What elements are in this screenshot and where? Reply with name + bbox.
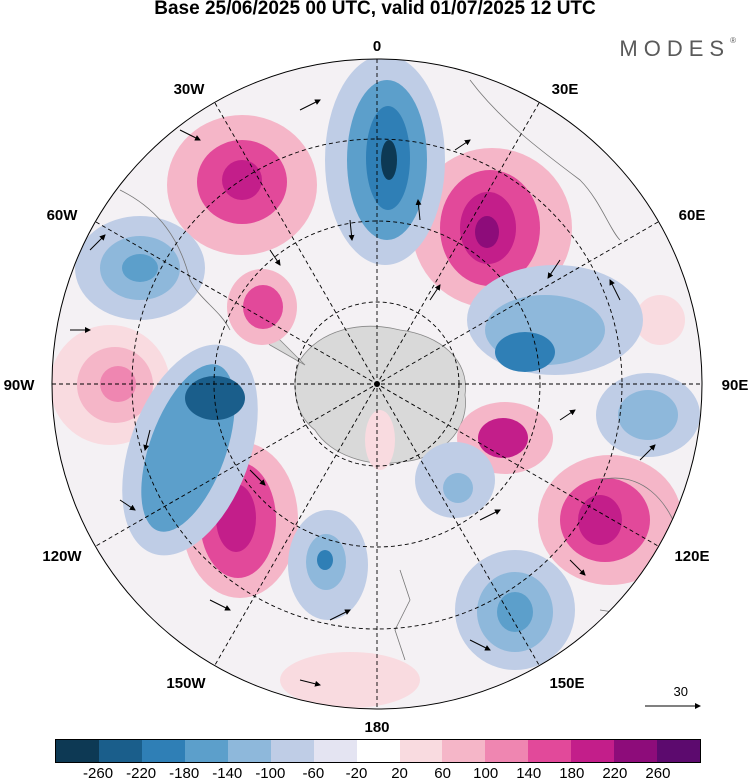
colorbar-tick-label: 60 bbox=[434, 765, 451, 782]
label-60e: 60E bbox=[679, 207, 706, 224]
colorbar-tick-label: -20 bbox=[345, 765, 368, 782]
colorbar-tick-label: 220 bbox=[602, 765, 628, 782]
colorbar-tick-label: -260 bbox=[83, 765, 114, 782]
colorbar-tick-label: 260 bbox=[645, 765, 671, 782]
brand-name: MODES bbox=[619, 36, 731, 61]
colorbar-tick-label: 180 bbox=[559, 765, 585, 782]
colorbar-swatch bbox=[657, 740, 701, 762]
colorbar-swatch bbox=[399, 740, 443, 762]
colorbar-tick-label: 140 bbox=[516, 765, 542, 782]
colorbar-swatch bbox=[98, 740, 142, 762]
label-150e: 150E bbox=[549, 675, 584, 692]
label-30w: 30W bbox=[174, 81, 206, 98]
colorbar-swatch bbox=[141, 740, 185, 762]
colorbar-tick-label: -60 bbox=[302, 765, 325, 782]
colorbar-ticks: -260 -220 -180 -140 -100 -60 -20 20 60 100 140 180 2… bbox=[0, 765, 750, 783]
map-title: Base 25/06/2025 00 UTC, valid 01/07/2025… bbox=[154, 0, 596, 19]
label-150w: 150W bbox=[166, 675, 206, 692]
colorbar bbox=[55, 739, 701, 763]
colorbar-tick-label: -100 bbox=[255, 765, 286, 782]
modes-logo: MODES® bbox=[619, 36, 736, 62]
colorbar-swatch bbox=[485, 740, 529, 762]
colorbar-swatch bbox=[356, 740, 400, 762]
anomaly-field bbox=[52, 59, 702, 709]
label-0: 0 bbox=[373, 38, 381, 55]
colorbar-swatch bbox=[313, 740, 357, 762]
colorbar-swatch bbox=[227, 740, 271, 762]
negative-anomalies bbox=[75, 59, 700, 670]
antarctica-landmass bbox=[294, 325, 466, 464]
colorbar-tick-label: -180 bbox=[169, 765, 200, 782]
label-60w: 60W bbox=[47, 207, 79, 224]
colorbar-tick-label: -140 bbox=[212, 765, 243, 782]
map-border bbox=[51, 58, 703, 710]
colorbar-swatch bbox=[571, 740, 615, 762]
colorbar-swatch bbox=[442, 740, 486, 762]
registered-mark: ® bbox=[730, 36, 736, 45]
label-30e: 30E bbox=[552, 81, 579, 98]
reference-vector-label: 30 bbox=[673, 684, 688, 699]
label-90w: 90W bbox=[4, 377, 36, 394]
wind-vectors bbox=[70, 99, 656, 687]
south-pole-dot bbox=[374, 381, 380, 387]
coastline-africa bbox=[469, 79, 621, 241]
longitude-labels: 0 180 90W 90E 30W 30E 60W 60E 120W 120E … bbox=[4, 38, 749, 736]
label-90e: 90E bbox=[722, 377, 749, 394]
colorbar-swatch bbox=[56, 740, 99, 762]
colorbar-tick-label: 20 bbox=[391, 765, 408, 782]
label-120e: 120E bbox=[674, 548, 709, 565]
colorbar-swatch bbox=[528, 740, 572, 762]
colorbar-swatch bbox=[270, 740, 314, 762]
colorbar-swatch bbox=[184, 740, 228, 762]
colorbar-swatch bbox=[614, 740, 658, 762]
label-180: 180 bbox=[364, 719, 389, 736]
label-120w: 120W bbox=[42, 548, 82, 565]
colorbar-tick-label: 100 bbox=[473, 765, 499, 782]
colorbar-tick-label: -220 bbox=[126, 765, 157, 782]
coastline-new-zealand bbox=[394, 569, 411, 661]
